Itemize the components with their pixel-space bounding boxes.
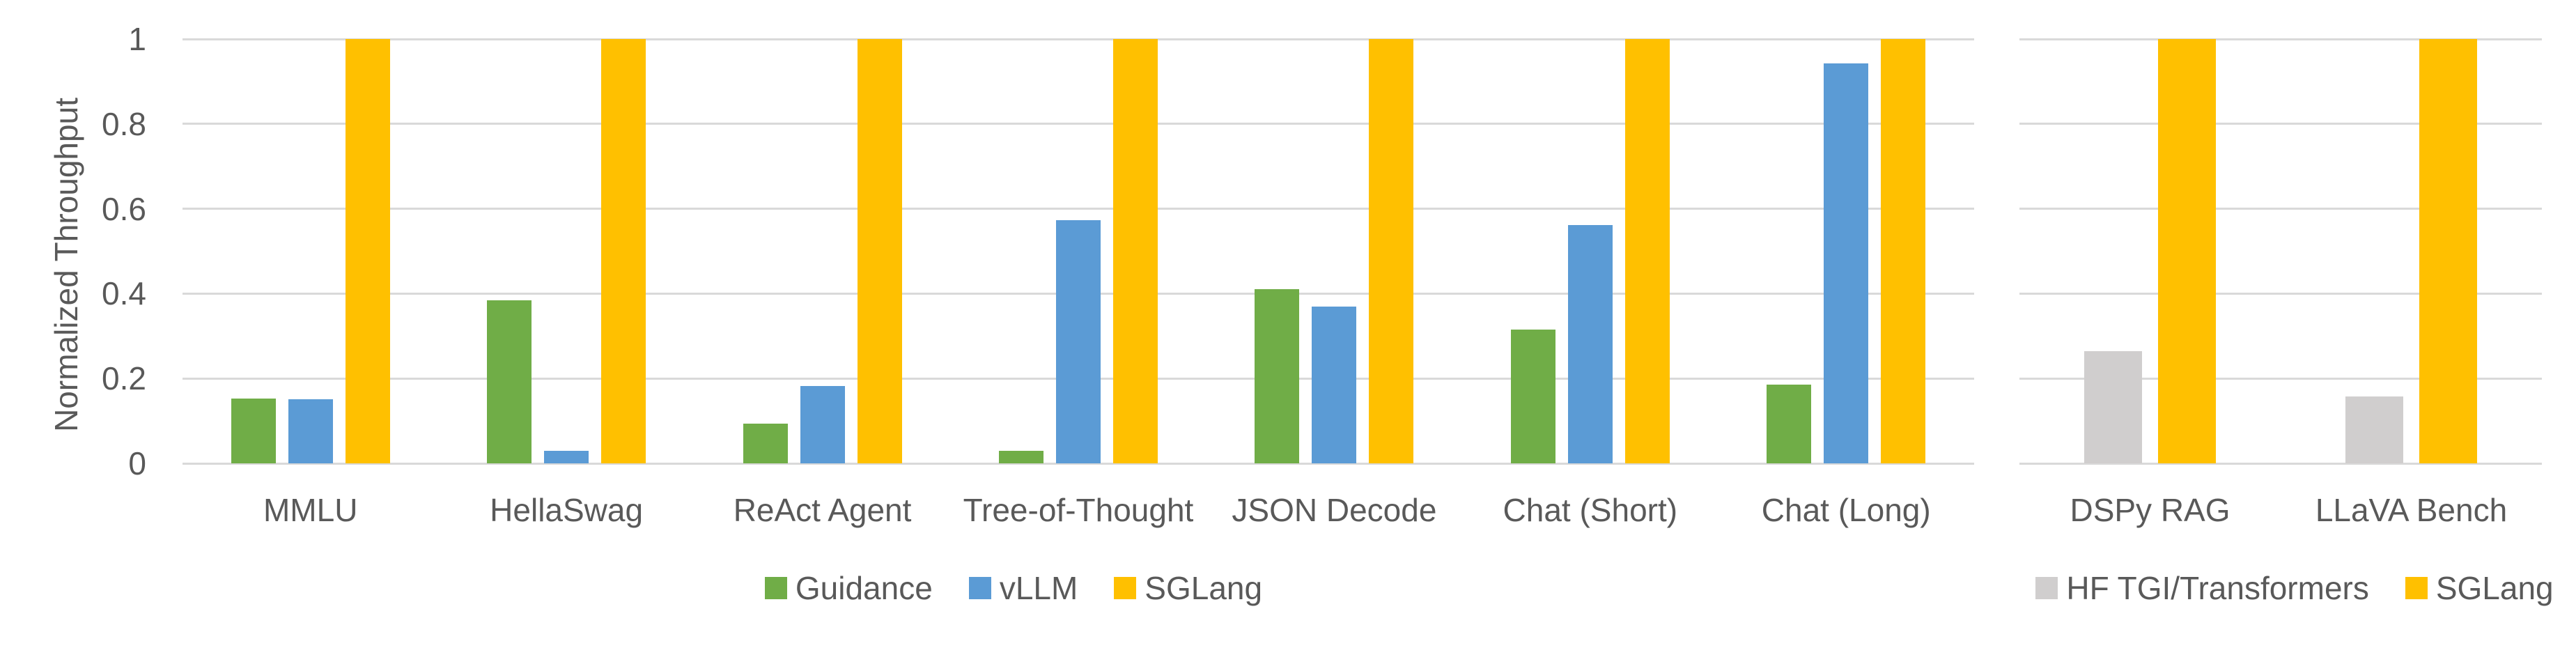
legend-item-vllm: vLLM — [968, 567, 1078, 609]
bar-guidance-mmlu — [231, 399, 276, 463]
bar-vllm-tree-of-thought — [1055, 220, 1101, 463]
category-slots — [2019, 39, 2542, 463]
y-axis-tick-label: 0 — [128, 445, 146, 481]
category-label-chat-long: Chat (Long) — [1761, 492, 1931, 528]
legend-label-sglang: SGLang — [1145, 570, 1263, 606]
bar-sglang-llava-bench — [2419, 39, 2477, 463]
category-slot-dspy-rag — [2019, 39, 2281, 463]
category-slot-llava-bench — [2281, 39, 2542, 463]
bar-vllm-json-decode — [1312, 306, 1357, 463]
legend-label-hf-tgi-transformers: HF TGI/Transformers — [2066, 570, 2369, 606]
category-slot-hellaswag — [438, 39, 694, 463]
y-axis-tick-label: 0.2 — [102, 360, 146, 397]
gridline — [2019, 377, 2542, 380]
category-slot-react-agent — [695, 39, 950, 463]
category-label-chat-short: Chat (Short) — [1503, 492, 1678, 528]
legend-label-guidance: Guidance — [795, 570, 933, 606]
gridline — [2019, 38, 2542, 40]
legend-swatch-vllm — [968, 577, 991, 599]
gridline — [2019, 123, 2542, 125]
legend-swatch-sglang — [1114, 577, 1137, 599]
y-axis-tick-label: 0.6 — [102, 190, 146, 227]
category-label-react-agent: ReAct Agent — [733, 492, 912, 528]
category-slots — [183, 39, 1974, 463]
bar-sglang-mmlu — [345, 39, 390, 463]
legend-swatch-sglang — [2405, 577, 2428, 599]
legend-label-vllm: vLLM — [999, 570, 1078, 606]
category-label-tree-of-thought: Tree-of-Thought — [963, 492, 1194, 528]
legend-swatch-guidance — [764, 577, 787, 599]
right-plot-area — [2019, 38, 2542, 465]
category-label-llava-bench: LLaVA Bench — [2315, 492, 2508, 528]
x-axis-labels-right: DSPy RAG LLaVA Bench — [2019, 488, 2542, 532]
x-axis-labels-left: MMLU HellaSwag ReAct Agent Tree-of-Thought J… — [183, 488, 1974, 532]
y-axis-tick-label: 0.8 — [102, 105, 146, 142]
y-axis-tick-labels: 1 0.8 0.6 0.4 0.2 0 — [0, 21, 146, 481]
bar-sglang-react-agent — [857, 39, 902, 463]
bar-guidance-tree-of-thought — [998, 450, 1043, 463]
gridline — [183, 462, 1974, 465]
bar-guidance-chat-short — [1510, 330, 1555, 463]
gridline — [183, 38, 1974, 40]
y-axis-tick-label: 1 — [128, 21, 146, 57]
legend-item-guidance: Guidance — [764, 567, 933, 609]
category-label-hellaswag: HellaSwag — [490, 492, 644, 528]
category-slot-chat-long — [1718, 39, 1974, 463]
bar-sglang-hellaswag — [601, 39, 646, 463]
gridline — [2019, 462, 2542, 465]
bar-vllm-mmlu — [288, 399, 333, 463]
gridline — [183, 208, 1974, 210]
bar-vllm-chat-long — [1824, 63, 1869, 463]
gridline — [2019, 292, 2542, 295]
category-label-dspy-rag: DSPy RAG — [2070, 492, 2230, 528]
category-slot-mmlu — [183, 39, 438, 463]
bar-sglang-dspy-rag — [2158, 39, 2216, 463]
legend-right: HF TGI/Transformers SGLang — [1999, 567, 2576, 609]
category-slot-tree-of-thought — [950, 39, 1206, 463]
legend-item-hf-tgi-transformers: HF TGI/Transformers — [2035, 567, 2369, 609]
bar-sglang-chat-short — [1624, 39, 1670, 463]
gridline — [2019, 208, 2542, 210]
y-axis-tick-label: 0.4 — [102, 275, 146, 312]
bar-guidance-hellaswag — [487, 300, 532, 463]
category-slot-chat-short — [1462, 39, 1718, 463]
bar-hf-tgi-transformers-llava-bench — [2345, 396, 2403, 463]
bar-vllm-react-agent — [800, 386, 845, 463]
bar-sglang-chat-long — [1881, 39, 1926, 463]
bar-sglang-json-decode — [1369, 39, 1414, 463]
bar-guidance-react-agent — [743, 424, 788, 463]
legend-item-sglang: SGLang — [2405, 567, 2554, 609]
bar-guidance-json-decode — [1255, 288, 1300, 463]
left-plot-area — [183, 38, 1974, 465]
legend-swatch-hf-tgi-transformers — [2035, 577, 2058, 599]
bar-vllm-hellaswag — [544, 450, 589, 463]
legend-item-sglang: SGLang — [1114, 567, 1262, 609]
legend-left: Guidance vLLM SGLang — [42, 567, 1985, 609]
bar-sglang-tree-of-thought — [1112, 39, 1158, 463]
bar-hf-tgi-transformers-dspy-rag — [2084, 350, 2142, 463]
category-label-mmlu: MMLU — [263, 492, 358, 528]
gridline — [183, 123, 1974, 125]
category-slot-json-decode — [1206, 39, 1462, 463]
bar-vllm-chat-short — [1567, 224, 1613, 463]
legend-label-sglang: SGLang — [2435, 570, 2554, 606]
category-label-json-decode: JSON Decode — [1232, 492, 1437, 528]
bar-guidance-chat-long — [1767, 385, 1812, 463]
